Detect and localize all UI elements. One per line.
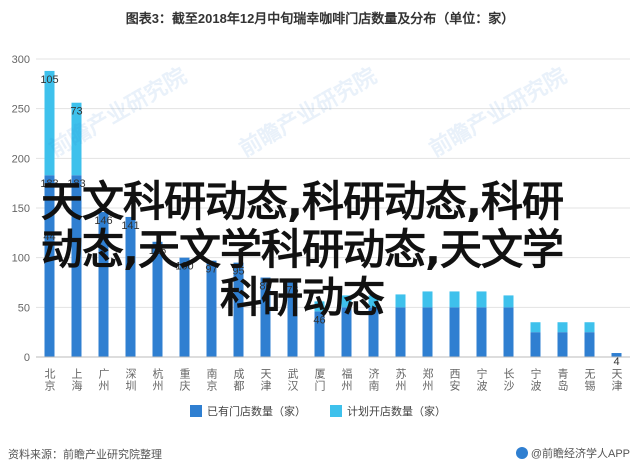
bar-opened xyxy=(125,216,136,357)
data-label-opened: 100 xyxy=(175,261,193,273)
legend-label-planned: 计划开店数量（家） xyxy=(347,404,446,418)
bar-opened xyxy=(260,277,271,357)
data-label-opened: 97 xyxy=(205,264,217,276)
bar-opened xyxy=(152,241,163,357)
data-label-opened: 95 xyxy=(232,266,244,278)
x-tick-label: 宁波 xyxy=(529,367,542,392)
data-label-opened: 141 xyxy=(121,220,139,232)
data-label-opened: 183 xyxy=(67,178,85,190)
x-tick-label: 福州 xyxy=(340,367,353,392)
bar-opened xyxy=(71,175,82,357)
bar-opened xyxy=(233,262,244,357)
overlay-text: 天文科研动态,科研动态,科研动态,天文学科研动态,天文学科研动态 xyxy=(41,177,564,322)
x-tick-label: 重庆 xyxy=(178,367,191,392)
bar-opened xyxy=(395,307,406,357)
x-tick-label: 北京 xyxy=(43,368,56,392)
x-tick-label: 深圳 xyxy=(124,368,137,392)
bar-planned xyxy=(503,295,514,308)
bar-opened xyxy=(449,307,460,357)
bar-opened xyxy=(422,307,433,357)
legend-swatch-opened xyxy=(190,405,202,417)
bar-opened xyxy=(206,260,217,357)
brand-text: @前瞻经济学人APP xyxy=(530,448,630,460)
bar-opened xyxy=(530,332,541,357)
x-tick-label: 上海 xyxy=(70,368,83,392)
x-tick-label: 宁波 xyxy=(475,367,488,392)
source-note: 资料来源：前瞻产业研究院整理 xyxy=(8,449,162,461)
x-tick-label: 济南 xyxy=(367,367,380,392)
bar-opened xyxy=(368,307,379,357)
x-tick-label: 天津 xyxy=(610,368,623,392)
x-tick-label: 郑州 xyxy=(421,367,434,392)
y-tick-label: 250 xyxy=(12,104,30,116)
y-tick-label: 50 xyxy=(18,302,30,314)
bar-planned xyxy=(422,291,433,308)
x-tick-label: 成都 xyxy=(232,368,245,392)
legend-swatch-planned xyxy=(330,405,342,417)
data-label-planned: 105 xyxy=(40,74,58,86)
data-label-overlay: 44 xyxy=(43,231,55,243)
bar-planned xyxy=(368,295,379,308)
data-label-opened: 46 xyxy=(313,314,325,326)
y-tick-label: 300 xyxy=(12,54,30,66)
brand-mark: @前瞻经济学人APP xyxy=(515,445,630,461)
bar-planned xyxy=(341,295,352,308)
bar-planned xyxy=(530,322,541,333)
x-tick-label: 杭州 xyxy=(151,367,164,392)
data-label-opened: 80 xyxy=(259,281,271,293)
bar-opened xyxy=(287,281,298,357)
data-label-opened: 183 xyxy=(40,178,58,190)
bar-opened xyxy=(503,307,514,357)
x-tick-label: 青岛 xyxy=(556,368,569,392)
bar-planned xyxy=(476,291,487,308)
x-tick-label: 西安 xyxy=(448,368,461,392)
data-label-planned: 73 xyxy=(70,106,82,118)
bar-planned xyxy=(584,322,595,333)
bar-planned xyxy=(395,294,406,308)
x-tick-label: 天津 xyxy=(259,368,272,392)
y-tick-label: 150 xyxy=(12,203,30,215)
bar-opened xyxy=(179,257,190,357)
data-label-opened: 76 xyxy=(286,285,298,297)
bar-opened xyxy=(341,307,352,357)
x-tick-label: 长沙 xyxy=(502,368,515,392)
y-tick-label: 0 xyxy=(24,352,30,364)
bar-opened xyxy=(98,211,109,357)
bar-opened xyxy=(44,175,55,357)
bar-planned xyxy=(44,70,55,176)
bar-opened xyxy=(557,332,568,357)
bar-planned xyxy=(71,102,82,176)
bar-planned xyxy=(449,291,460,308)
bar-opened xyxy=(611,353,622,357)
x-tick-label: 广州 xyxy=(97,368,110,392)
data-label-opened: 116 xyxy=(149,245,167,257)
data-label-opened: 146 xyxy=(94,215,112,227)
legend-label-opened: 已有门店数量（家） xyxy=(207,404,306,418)
bar-opened xyxy=(314,311,325,357)
x-tick-label: 南京 xyxy=(205,368,218,392)
x-tick-label: 无锡 xyxy=(583,368,596,392)
brand-logo-icon xyxy=(515,447,528,459)
x-tick-label: 苏州 xyxy=(394,368,407,392)
bar-opened xyxy=(476,307,487,357)
data-label-opened: 4 xyxy=(613,356,619,368)
x-tick-label: 武汉 xyxy=(286,368,299,392)
chart-title: 图表3：截至2018年12月中旬瑞幸咖啡门店数量及分布（单位：家） xyxy=(125,11,515,26)
y-tick-label: 200 xyxy=(12,153,30,165)
x-tick-label: 厦门 xyxy=(313,368,326,392)
y-tick-label: 100 xyxy=(12,253,30,265)
bar-planned xyxy=(314,301,325,312)
bar-opened xyxy=(584,332,595,357)
bar-planned xyxy=(557,322,568,333)
